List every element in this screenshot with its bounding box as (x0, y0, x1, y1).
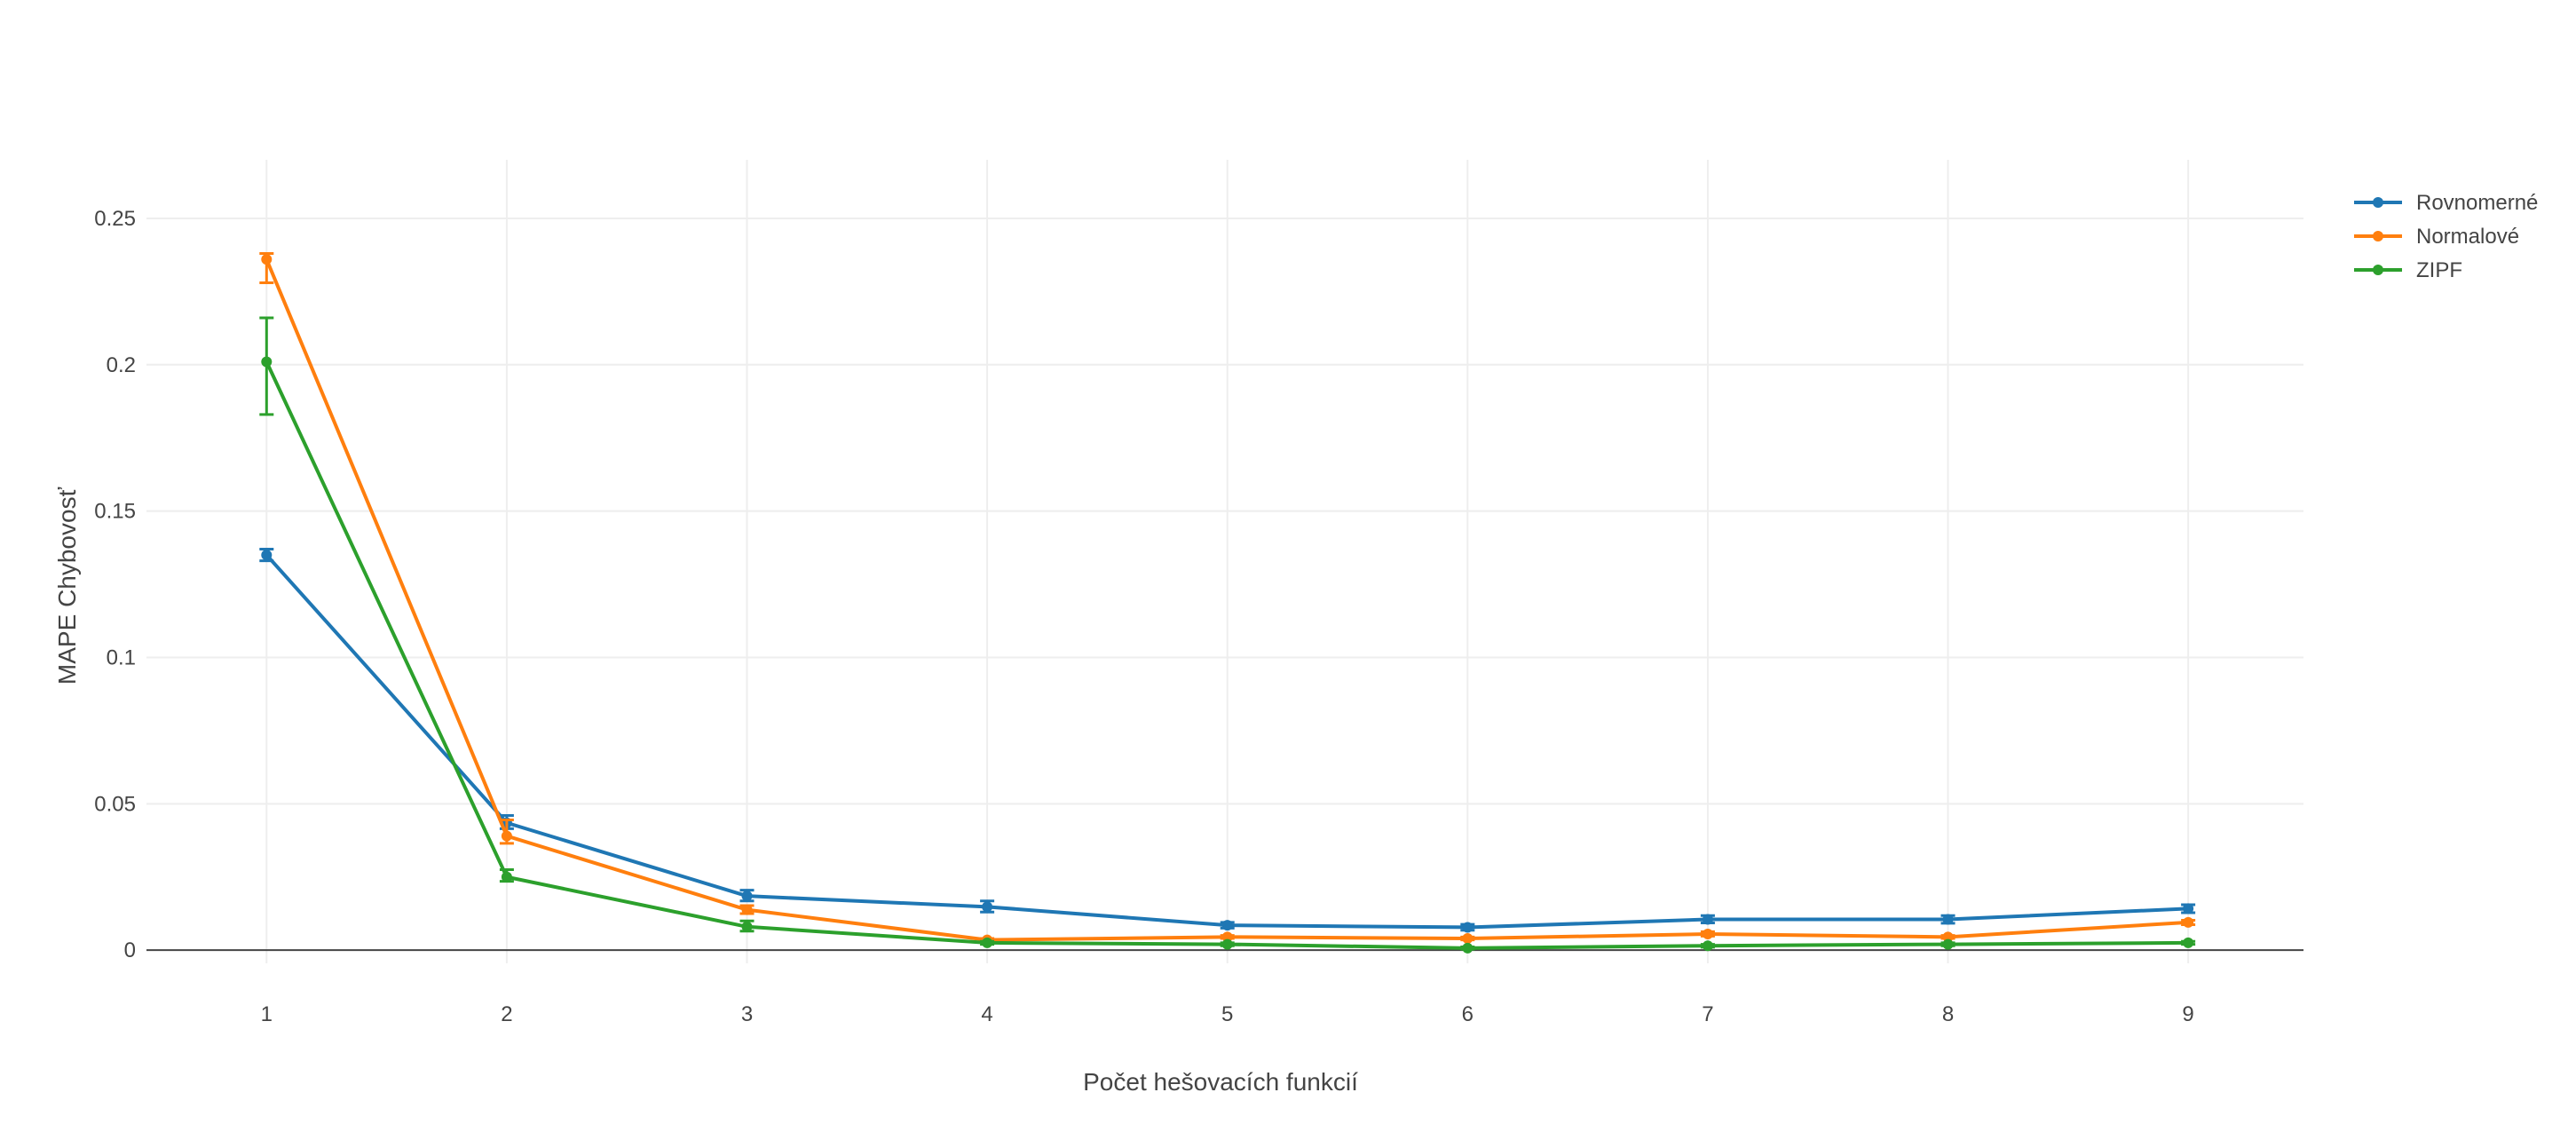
x-tick-label: 3 (741, 1002, 753, 1026)
y-tick-label: 0.15 (94, 500, 136, 524)
data-point[interactable] (982, 901, 993, 913)
series-2 (259, 316, 2196, 954)
legend-item[interactable]: Normalové (2354, 225, 2519, 249)
data-point[interactable] (982, 937, 993, 948)
data-point[interactable] (261, 254, 273, 265)
data-point[interactable] (1702, 914, 1713, 925)
x-tick-label: 4 (981, 1002, 992, 1026)
data-point[interactable] (2183, 903, 2194, 914)
y-tick-label: 0 (124, 938, 136, 962)
data-point[interactable] (1702, 940, 1713, 952)
data-point[interactable] (1462, 922, 1474, 933)
legend-item[interactable]: ZIPF (2354, 258, 2462, 282)
data-point[interactable] (1221, 920, 1233, 931)
x-tick-label: 5 (1221, 1002, 1233, 1026)
data-point[interactable] (261, 550, 273, 561)
series-0 (259, 547, 2196, 933)
data-point[interactable] (741, 891, 753, 902)
data-point[interactable] (1942, 914, 1954, 925)
y-tick-label: 0.25 (94, 207, 136, 231)
data-point[interactable] (1942, 931, 1954, 943)
x-tick-label: 1 (261, 1002, 273, 1026)
legend-swatch-marker (2373, 197, 2383, 208)
data-point[interactable] (261, 356, 273, 368)
data-point[interactable] (741, 904, 753, 915)
y-tick-label: 0.05 (94, 792, 136, 816)
data-point[interactable] (501, 830, 512, 842)
data-point[interactable] (1942, 938, 1954, 950)
data-point[interactable] (1221, 931, 1233, 943)
data-point[interactable] (501, 871, 512, 883)
data-point[interactable] (1462, 942, 1474, 954)
series-1 (259, 252, 2196, 946)
grid (146, 160, 2303, 963)
legend-label: Rovnomerné (2416, 191, 2538, 215)
x-axis-ticks: 1 2 3 4 5 6 7 8 9 (261, 1002, 2194, 1026)
legend-label: Normalové (2416, 225, 2519, 249)
y-tick-label: 0.2 (107, 353, 136, 377)
y-axis-title: MAPE Chybovosť (53, 487, 81, 685)
data-point[interactable] (1702, 929, 1713, 940)
x-tick-label: 8 (1942, 1002, 1954, 1026)
data-point[interactable] (1462, 932, 1474, 944)
data-point[interactable] (741, 921, 753, 932)
x-tick-label: 2 (501, 1002, 512, 1026)
data-point[interactable] (1221, 938, 1233, 950)
x-tick-label: 9 (2182, 1002, 2193, 1026)
data-point[interactable] (2183, 916, 2194, 928)
x-axis-title: Počet hešovacích funkcií (1083, 1068, 1358, 1096)
legend-swatch-marker (2373, 265, 2383, 275)
y-axis-ticks: 0 0.05 0.1 0.15 0.2 0.25 (94, 207, 136, 962)
x-tick-label: 6 (1462, 1002, 1474, 1026)
legend[interactable]: Rovnomerné Normalové ZIPF (2354, 191, 2538, 282)
legend-swatch-marker (2373, 231, 2383, 241)
y-tick-label: 0.1 (107, 645, 136, 669)
x-tick-label: 7 (1702, 1002, 1713, 1026)
data-point[interactable] (2183, 937, 2194, 948)
series-layer (259, 252, 2196, 954)
legend-label: ZIPF (2416, 258, 2462, 282)
legend-item[interactable]: Rovnomerné (2354, 191, 2538, 215)
